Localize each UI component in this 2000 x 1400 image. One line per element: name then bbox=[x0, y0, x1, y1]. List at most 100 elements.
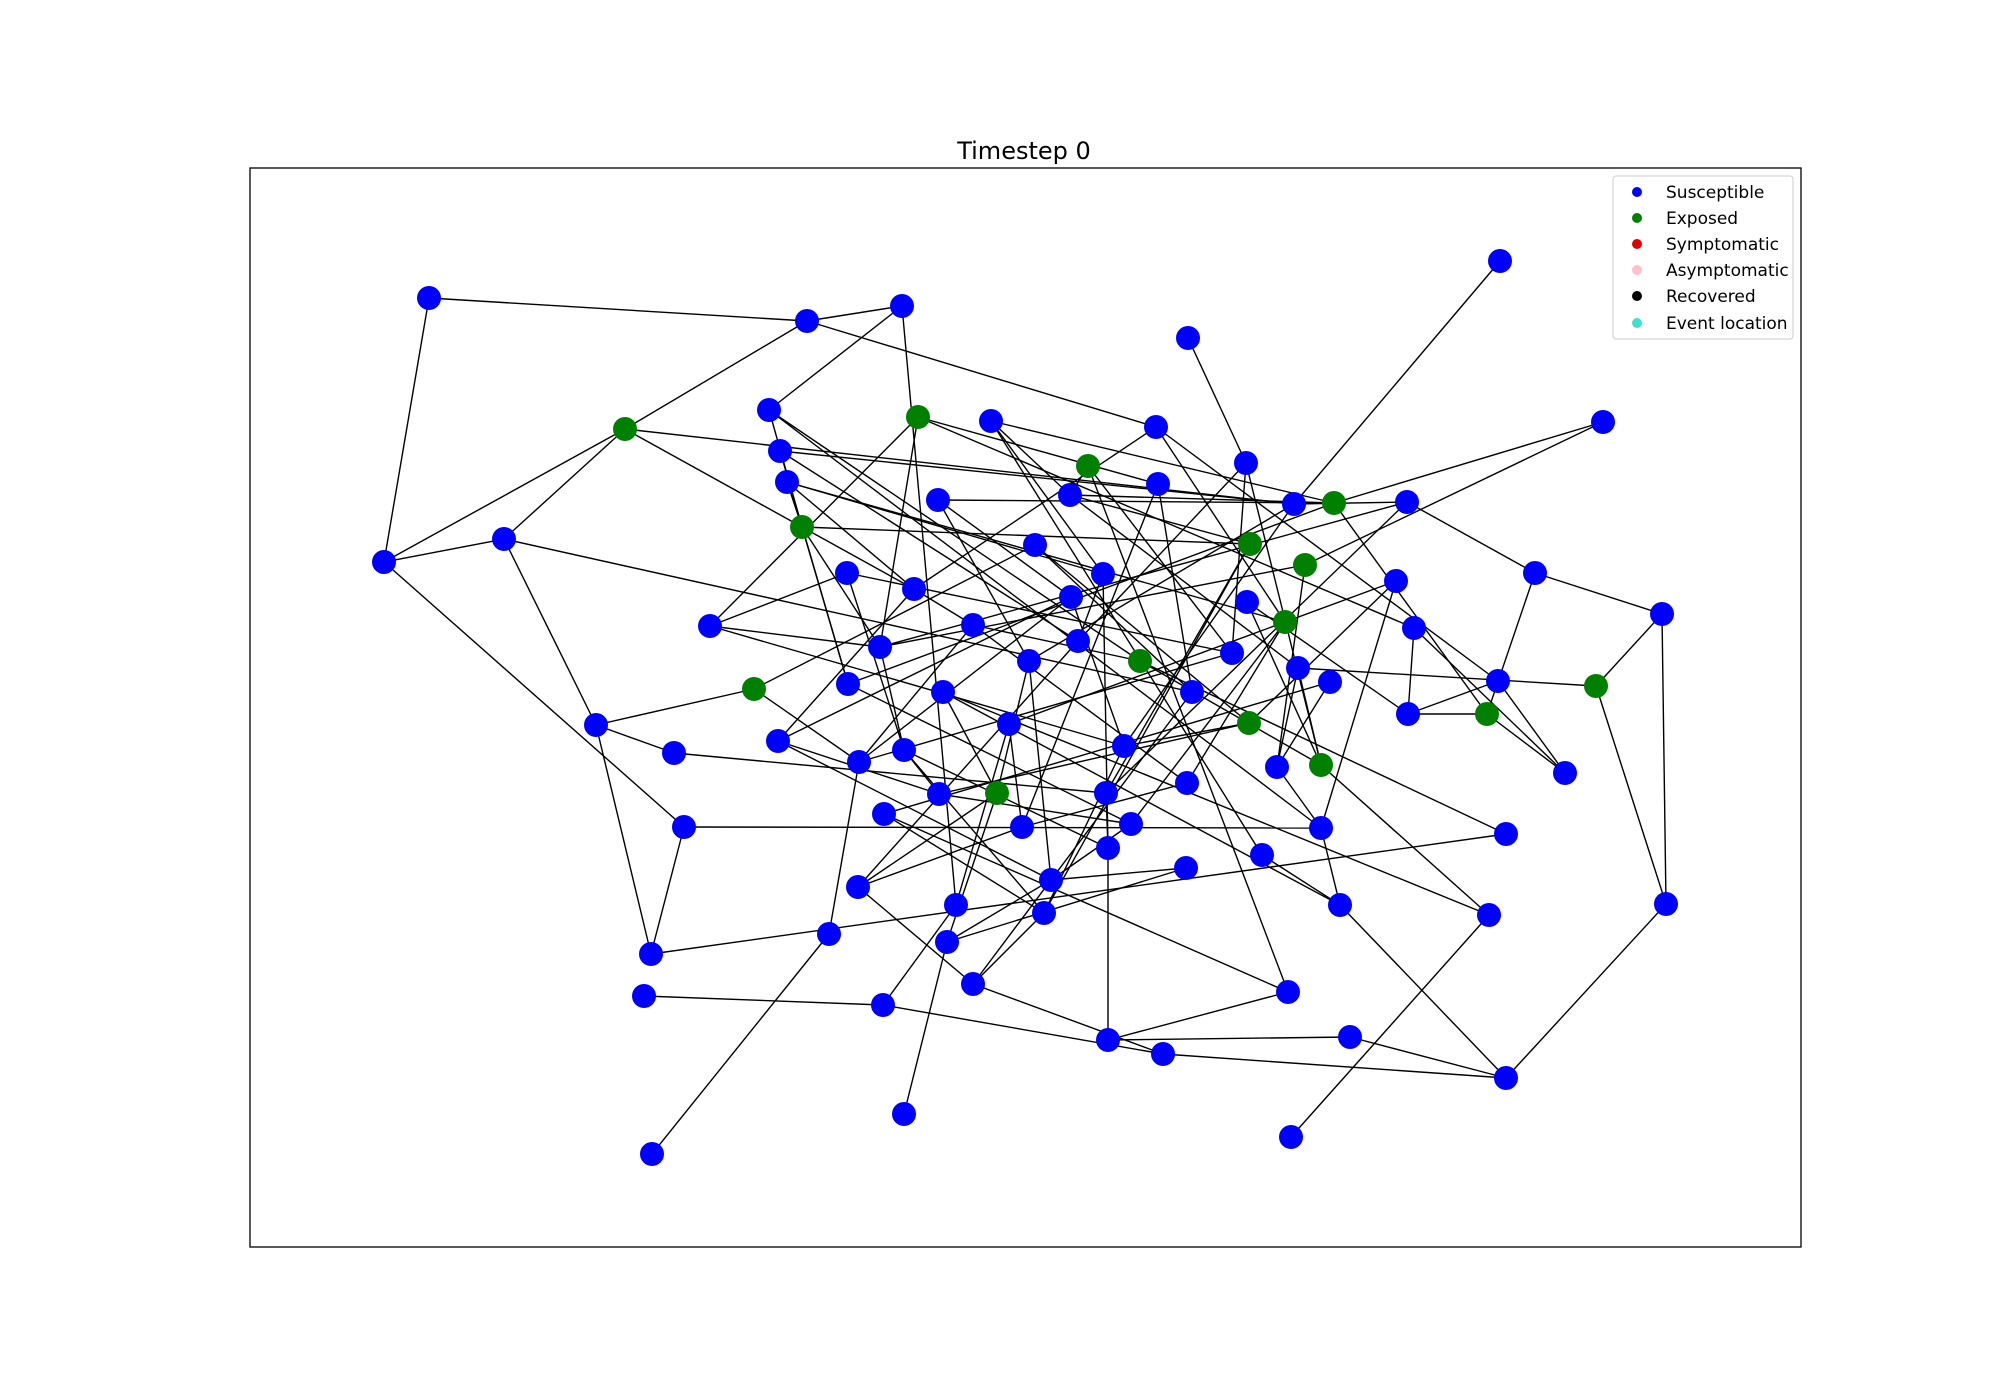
network-edge bbox=[1008, 723, 1023, 828]
network-node bbox=[672, 815, 696, 839]
network-edge bbox=[768, 409, 1322, 829]
legend-marker-symptomatic bbox=[1632, 239, 1642, 249]
network-edge bbox=[1406, 501, 1536, 574]
network-node bbox=[768, 439, 792, 463]
network-node bbox=[790, 515, 814, 539]
network-node bbox=[1584, 674, 1608, 698]
network-node bbox=[1591, 410, 1615, 434]
network-node bbox=[1058, 483, 1082, 507]
network-node bbox=[1039, 868, 1063, 892]
network-edge bbox=[903, 941, 948, 1115]
network-node bbox=[1096, 836, 1120, 860]
network-edge bbox=[1320, 580, 1397, 829]
network-node bbox=[1309, 753, 1333, 777]
network-edge bbox=[1320, 827, 1341, 906]
network-edge bbox=[709, 625, 881, 648]
network-edge bbox=[1333, 421, 1604, 504]
network-edge bbox=[806, 305, 903, 322]
legend-label-asymptomatic: Asymptomatic bbox=[1666, 261, 1789, 281]
legend-box bbox=[1612, 175, 1794, 340]
network-edge bbox=[903, 749, 1045, 914]
network-edge bbox=[1290, 914, 1490, 1138]
legend-label-recovered: Recovered bbox=[1666, 287, 1756, 307]
network-node bbox=[1144, 415, 1168, 439]
network-edge bbox=[650, 833, 1507, 955]
network-node bbox=[662, 741, 686, 765]
network-node bbox=[871, 993, 895, 1017]
network-node bbox=[1237, 711, 1261, 735]
network-edge bbox=[937, 499, 1335, 504]
network-edge bbox=[857, 886, 974, 985]
network-edge bbox=[847, 683, 1132, 825]
network-edge bbox=[1407, 680, 1499, 715]
network-edge bbox=[1186, 621, 1286, 784]
network-edge bbox=[643, 995, 884, 1006]
network-node bbox=[639, 942, 663, 966]
network-edge bbox=[883, 813, 1045, 914]
network-edge bbox=[503, 428, 626, 540]
network-node bbox=[1328, 893, 1352, 917]
network-edge bbox=[828, 761, 860, 935]
network-edge bbox=[801, 526, 849, 685]
network-node bbox=[795, 309, 819, 333]
network-node bbox=[1276, 980, 1300, 1004]
network-edge bbox=[1333, 502, 1488, 715]
network-node bbox=[775, 470, 799, 494]
network-edge bbox=[1293, 260, 1501, 505]
network-node bbox=[1494, 1066, 1518, 1090]
network-node bbox=[1174, 856, 1198, 880]
network-edge bbox=[624, 428, 1295, 505]
network-edge bbox=[1008, 580, 1397, 725]
network-edge bbox=[624, 320, 808, 430]
network-edge bbox=[1497, 680, 1566, 774]
legend-marker-exposed bbox=[1632, 213, 1642, 223]
network-edge bbox=[1107, 1036, 1351, 1041]
network-edge bbox=[683, 826, 1322, 829]
network-node bbox=[935, 930, 959, 954]
network-edge bbox=[753, 688, 860, 763]
network-edge bbox=[1069, 494, 1251, 545]
network-node bbox=[906, 405, 930, 429]
network-node bbox=[417, 286, 441, 310]
network-node bbox=[1059, 585, 1083, 609]
network-node bbox=[1146, 472, 1170, 496]
network-edge bbox=[1069, 494, 1299, 669]
network-edge bbox=[786, 481, 915, 590]
network-edge bbox=[709, 416, 919, 627]
network-node bbox=[868, 635, 892, 659]
network-node bbox=[1402, 616, 1426, 640]
network-node bbox=[1553, 761, 1577, 785]
network-edge bbox=[917, 416, 1159, 485]
network-edge bbox=[1339, 904, 1507, 1079]
network-edge bbox=[1139, 660, 1322, 766]
network-edge bbox=[383, 428, 626, 563]
network-edge bbox=[946, 879, 1052, 943]
network-node bbox=[1650, 602, 1674, 626]
legend-marker-asymptomatic bbox=[1632, 265, 1642, 275]
network-node bbox=[1396, 702, 1420, 726]
network-node bbox=[1477, 903, 1501, 927]
network-node bbox=[1318, 670, 1342, 694]
network-node bbox=[892, 1102, 916, 1126]
network-node bbox=[1265, 755, 1289, 779]
network-edge bbox=[990, 420, 1263, 856]
network-node bbox=[1488, 249, 1512, 273]
network-edge bbox=[1320, 764, 1490, 916]
network-edge bbox=[1123, 722, 1250, 747]
network-edge bbox=[806, 320, 1157, 428]
network-edge bbox=[857, 826, 1023, 888]
network-edge bbox=[857, 640, 1079, 888]
network-node bbox=[492, 527, 516, 551]
network-edge bbox=[753, 544, 1036, 690]
network-node bbox=[1235, 590, 1259, 614]
network-edge bbox=[1297, 667, 1597, 687]
network-node bbox=[931, 680, 955, 704]
network-edge bbox=[1021, 782, 1188, 828]
network-edge bbox=[777, 740, 1052, 881]
network-node bbox=[1066, 629, 1090, 653]
network-node bbox=[1322, 491, 1346, 515]
network-edge bbox=[990, 420, 1104, 575]
network-edge bbox=[801, 526, 881, 648]
network-edge bbox=[624, 428, 915, 590]
